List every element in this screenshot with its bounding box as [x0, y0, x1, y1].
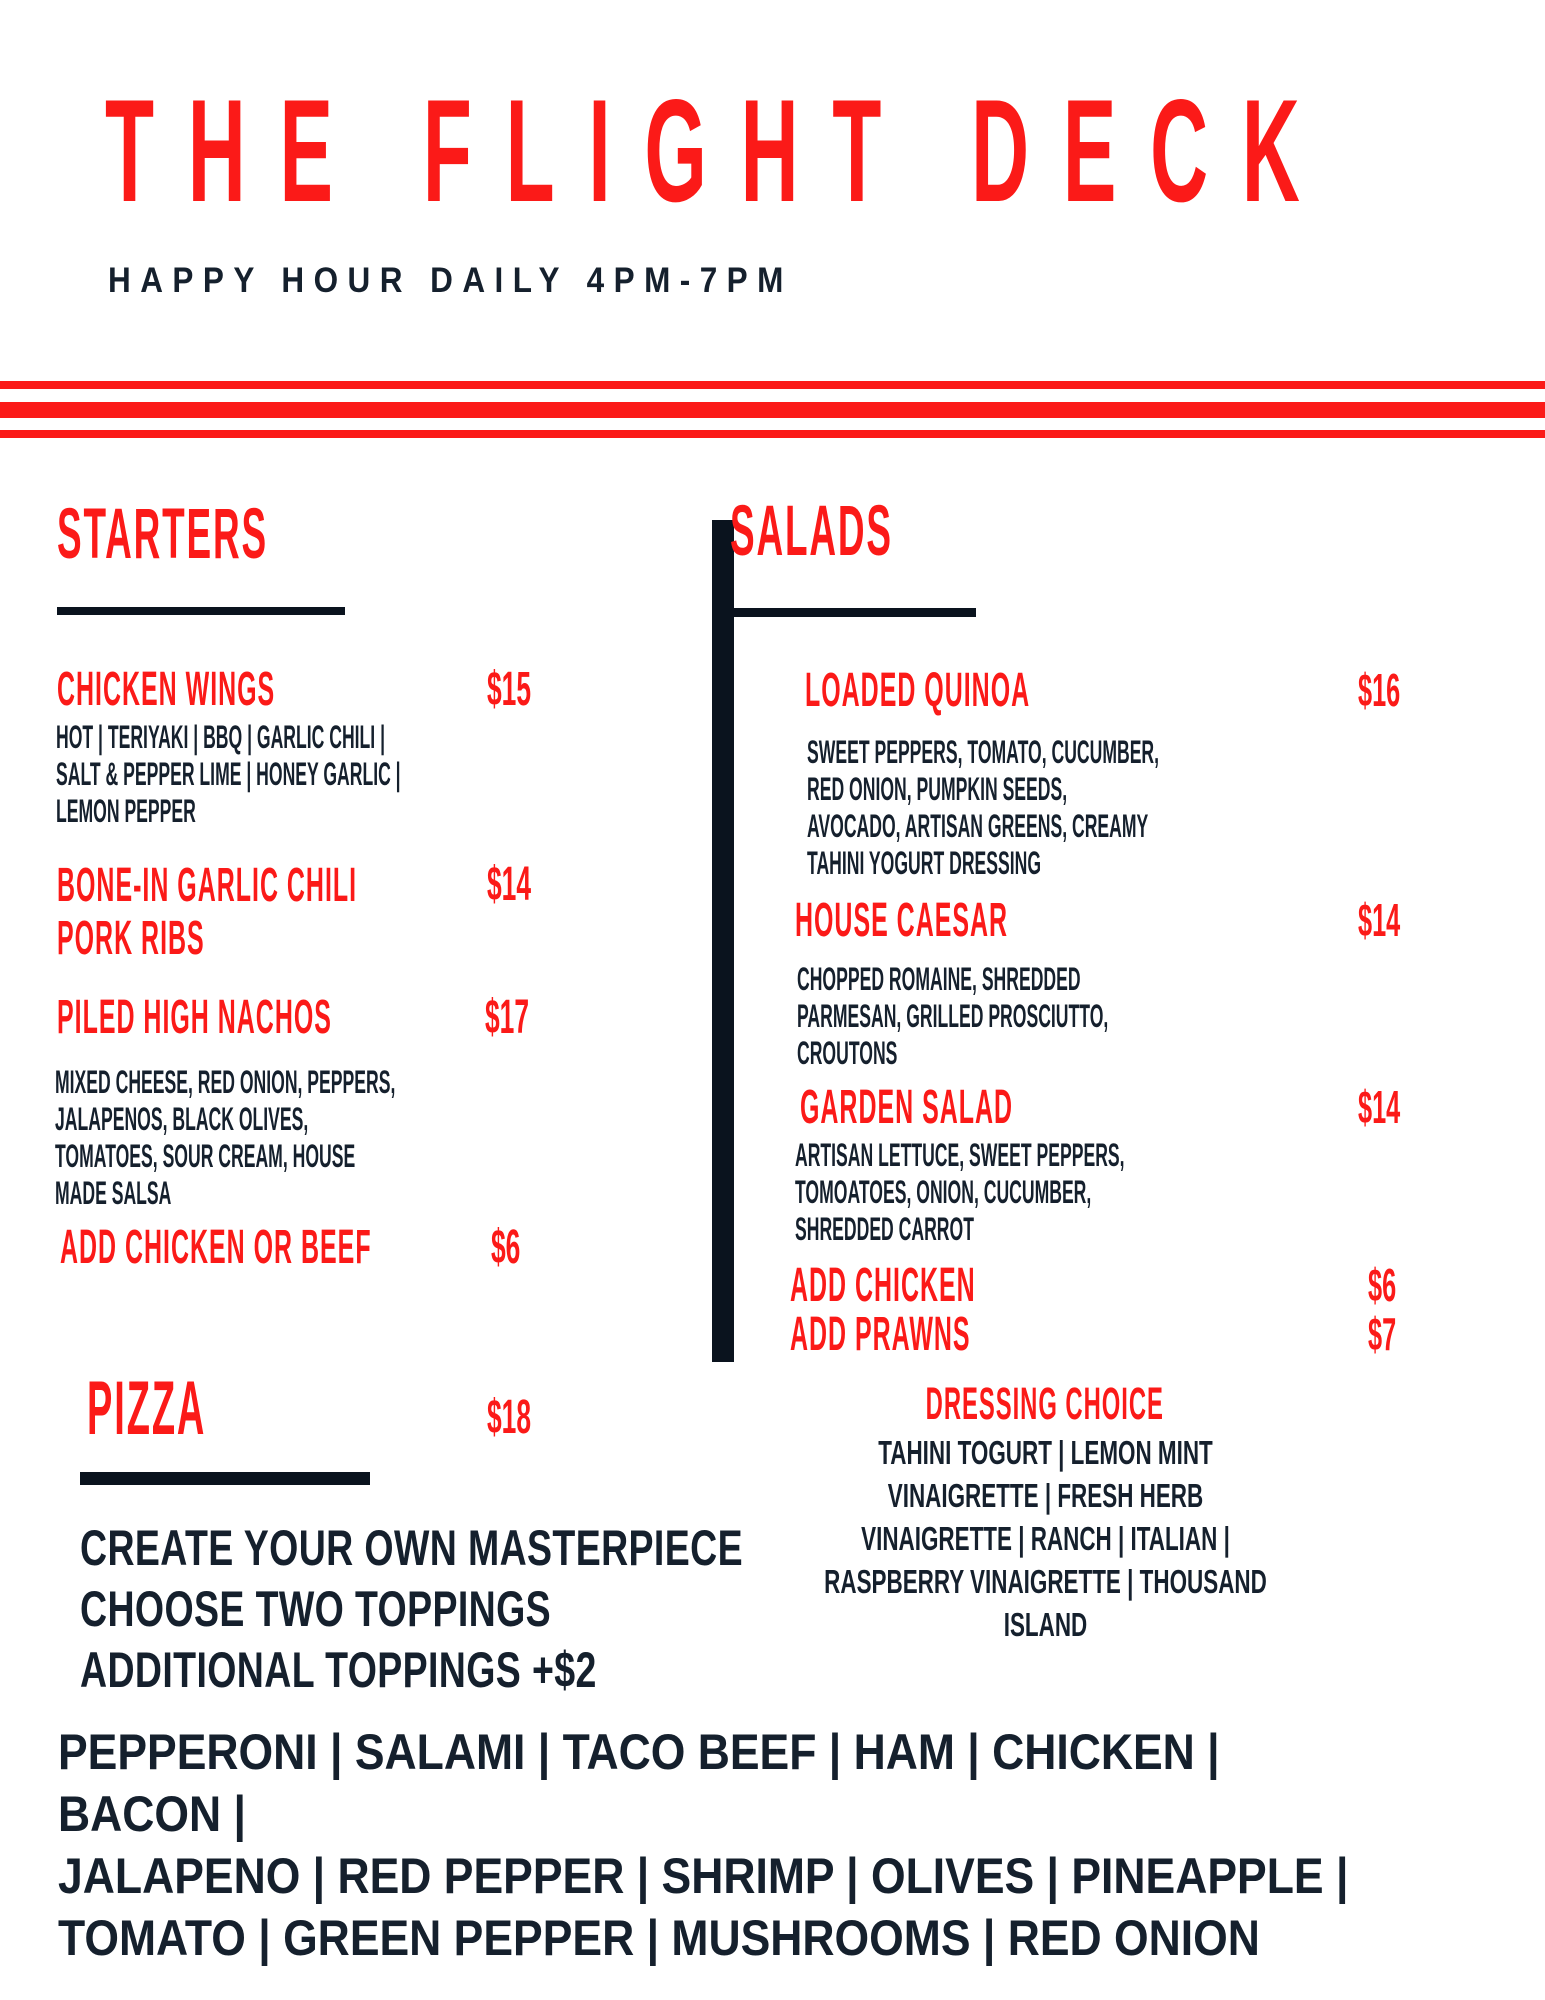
item-desc-nachos: MIXED CHEESE, RED ONION, PEPPERS, JALAPE…: [55, 1064, 674, 1212]
item-desc-house-caesar: CHOPPED ROMAINE, SHREDDED PARMESAN, GRIL…: [797, 961, 1363, 1072]
item-name-add-chicken-or-beef: ADD CHICKEN OR BEEF: [60, 1224, 659, 1272]
item-price-text: $17: [485, 991, 530, 1044]
item-price-text: $14: [1358, 894, 1401, 946]
starters-heading: STARTERS: [57, 499, 463, 570]
pizza-toppings-text: PEPPERONI | SALAMI | TACO BEEF | HAM | C…: [58, 1724, 1349, 1966]
item-desc-chicken-wings: HOT | TERIYAKI | BBQ | GARLIC CHILI | SA…: [56, 719, 683, 830]
item-price-add-chicken-or-beef: $6: [491, 1224, 544, 1272]
item-price-text: $6: [491, 1221, 521, 1274]
item-desc-text: CHOPPED ROMAINE, SHREDDED PARMESAN, GRIL…: [797, 961, 1109, 1071]
starters-heading-text: STARTERS: [57, 495, 268, 574]
item-price-chicken-wings: $15: [487, 666, 567, 714]
item-name-text: ADD CHICKEN OR BEEF: [60, 1221, 372, 1274]
header-stripe-middle: [0, 402, 1545, 418]
item-name-text: HOUSE CAESAR: [795, 894, 1009, 947]
salads-heading: SALADS: [730, 496, 1043, 567]
header-stripe-bottom: [0, 430, 1545, 438]
dressing-choice-heading: DRESSING CHOICE: [715, 1381, 1375, 1426]
pizza-description-text: CREATE YOUR OWN MASTERPIECE CHOOSE TWO T…: [80, 1520, 743, 1698]
pizza-heading-text: PIZZA: [87, 1366, 207, 1451]
item-desc-loaded-quinoa: SWEET PEPPERS, TOMATO, CUCUMBER, RED ONI…: [807, 734, 1447, 882]
addon-name-add-prawns: ADD PRAWNS: [790, 1311, 1137, 1359]
addon-price-text: $6: [1368, 1259, 1397, 1311]
column-divider: [712, 520, 734, 1362]
item-price-loaded-quinoa: $16: [1358, 667, 1435, 713]
happy-hour-subtitle-text: HAPPY HOUR DAILY 4PM-7PM: [108, 261, 793, 300]
item-desc-garden-salad: ARTISAN LETTUCE, SWEET PEPPERS, TOMOATOE…: [795, 1137, 1394, 1248]
salads-heading-text: SALADS: [730, 492, 893, 571]
page-title-text: THE FLIGHT DECK: [105, 69, 1334, 232]
pizza-price-text: $18: [487, 1391, 532, 1444]
dressing-choice-heading-text: DRESSING CHOICE: [925, 1378, 1165, 1429]
item-price-nachos: $17: [485, 994, 565, 1042]
addon-name-add-chicken: ADD CHICKEN: [790, 1262, 1147, 1310]
item-name-text: CHICKEN WINGS: [57, 663, 276, 716]
item-desc-text: SWEET PEPPERS, TOMATO, CUCUMBER, RED ONI…: [807, 734, 1160, 881]
addon-name-text: ADD CHICKEN: [790, 1259, 976, 1312]
addon-name-text: ADD PRAWNS: [790, 1308, 971, 1361]
pizza-description: CREATE YOUR OWN MASTERPIECE CHOOSE TWO T…: [80, 1518, 964, 1701]
item-price-house-caesar: $14: [1358, 897, 1435, 943]
salads-underline: [728, 608, 976, 617]
item-name-text: BONE-IN GARLIC CHILI PORK RIBS: [57, 859, 358, 965]
pizza-underline: [80, 1472, 370, 1485]
dressing-options-list: TAHINI TOGURT | LEMON MINT VINAIGRETTE |…: [715, 1431, 1375, 1646]
pizza-price: $18: [487, 1394, 567, 1442]
item-name-text: GARDEN SALAD: [800, 1081, 1014, 1134]
item-desc-text: MIXED CHEESE, RED ONION, PEPPERS, JALAPE…: [55, 1064, 396, 1211]
item-name-text: PILED HIGH NACHOS: [57, 991, 332, 1044]
item-name-garden-salad: GARDEN SALAD: [800, 1084, 1210, 1132]
item-name-loaded-quinoa: LOADED QUINOA: [805, 667, 1238, 715]
addon-price-text: $7: [1368, 1308, 1397, 1360]
item-price-text: $16: [1358, 664, 1401, 716]
happy-hour-subtitle: HAPPY HOUR DAILY 4PM-7PM: [108, 263, 869, 298]
item-desc-text: ARTISAN LETTUCE, SWEET PEPPERS, TOMOATOE…: [795, 1137, 1125, 1247]
item-name-text: LOADED QUINOA: [805, 664, 1031, 717]
item-price-pork-ribs: $14: [487, 861, 567, 909]
item-name-nachos: PILED HIGH NACHOS: [57, 994, 586, 1042]
item-desc-text: HOT | TERIYAKI | BBQ | GARLIC CHILI | SA…: [56, 719, 401, 829]
item-price-garden-salad: $14: [1358, 1084, 1435, 1130]
starters-underline: [57, 607, 345, 615]
addon-price-add-chicken: $6: [1368, 1262, 1419, 1308]
dressing-options-text: TAHINI TOGURT | LEMON MINT VINAIGRETTE |…: [823, 1434, 1267, 1643]
item-name-house-caesar: HOUSE CAESAR: [795, 897, 1205, 945]
pizza-toppings-list: PEPPERONI | SALAMI | TACO BEEF | HAM | C…: [58, 1721, 1545, 1969]
item-price-text: $14: [1358, 1081, 1401, 1133]
pizza-heading: PIZZA: [87, 1371, 326, 1447]
page-title: THE FLIGHT DECK: [105, 78, 1545, 224]
item-price-text: $15: [487, 663, 532, 716]
item-price-text: $14: [487, 858, 532, 911]
item-name-chicken-wings: CHICKEN WINGS: [57, 666, 477, 714]
header-stripe-top: [0, 381, 1545, 389]
item-name-pork-ribs: BONE-IN GARLIC CHILI PORK RIBS: [57, 859, 634, 965]
addon-price-add-prawns: $7: [1368, 1311, 1419, 1357]
